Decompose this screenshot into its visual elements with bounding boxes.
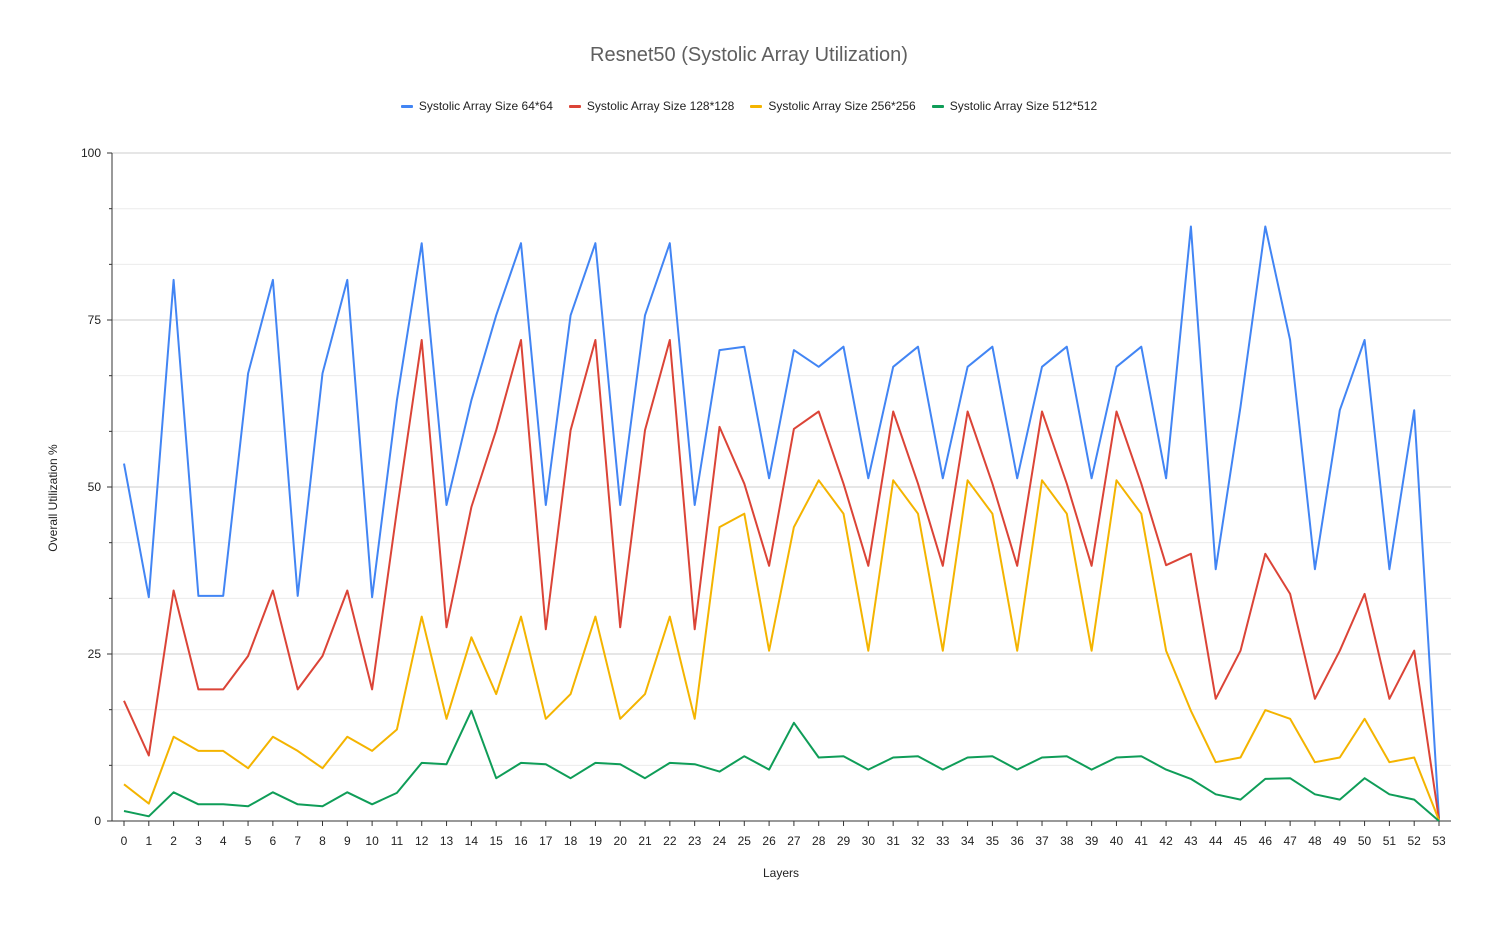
x-tick-label: 0	[121, 834, 128, 848]
x-tick-label: 30	[862, 834, 876, 848]
legend-swatch	[400, 104, 413, 108]
y-tick-label: 50	[88, 480, 102, 494]
x-tick-label: 35	[986, 834, 1000, 848]
x-tick-label: 23	[688, 834, 702, 848]
x-tick-label: 12	[415, 834, 429, 848]
x-tick-label: 16	[514, 834, 528, 848]
x-tick-label: 9	[344, 834, 351, 848]
x-tick-label: 10	[365, 834, 379, 848]
x-axis-label: Layers	[762, 866, 800, 880]
x-tick-label: 48	[1308, 834, 1322, 848]
x-tick-label: 29	[837, 834, 851, 848]
x-tick-label: 17	[539, 834, 553, 848]
legend-label: Systolic Array Size 64*64	[418, 99, 553, 113]
x-tick-label: 40	[1110, 834, 1124, 848]
x-tick-label: 42	[1159, 834, 1173, 848]
legend-swatch	[750, 104, 763, 108]
x-tick-label: 7	[294, 834, 301, 848]
x-tick-label: 41	[1135, 834, 1149, 848]
x-tick-label: 49	[1333, 834, 1347, 848]
x-tick-label: 19	[589, 834, 603, 848]
legend: Systolic Array Size 64*64 Systolic Array …	[0, 99, 1498, 113]
legend-item-2[interactable]: Systolic Array Size 256*256	[750, 99, 916, 113]
y-tick-label: 25	[88, 647, 102, 661]
y-tick-label: 75	[88, 313, 102, 327]
x-tick-label: 28	[812, 834, 826, 848]
y-tick-label: 100	[81, 146, 101, 160]
series-line-0	[123, 225, 1440, 819]
chart-title: Resnet50 (Systolic Array Utilization)	[590, 44, 908, 66]
x-tick-label: 15	[489, 834, 503, 848]
legend-label: Systolic Array Size 128*128	[586, 99, 735, 113]
x-tick-label: 21	[638, 834, 652, 848]
x-tick-label: 37	[1035, 834, 1049, 848]
x-tick-label: 50	[1358, 834, 1372, 848]
x-tick-label: 52	[1408, 834, 1422, 848]
legend-label: Systolic Array Size 512*512	[949, 99, 1098, 113]
x-tick-label: 36	[1011, 834, 1025, 848]
x-tick-label: 39	[1085, 834, 1099, 848]
x-tick-label: 27	[787, 834, 801, 848]
legend-swatch	[568, 104, 581, 108]
x-tick-label: 6	[270, 834, 277, 848]
x-tick-label: 2	[170, 834, 177, 848]
x-tick-label: 33	[936, 834, 950, 848]
legend-item-0[interactable]: Systolic Array Size 64*64	[400, 99, 553, 113]
x-tick-label: 20	[614, 834, 628, 848]
legend-label: Systolic Array Size 256*256	[768, 99, 916, 113]
legend-swatch	[931, 104, 944, 108]
x-tick-label: 1	[145, 834, 152, 848]
x-tick-label: 14	[465, 834, 479, 848]
x-tick-label: 13	[440, 834, 454, 848]
x-tick-label: 26	[762, 834, 776, 848]
x-tick-label: 47	[1283, 834, 1297, 848]
x-tick-label: 32	[911, 834, 925, 848]
x-tick-label: 31	[886, 834, 900, 848]
x-tick-label: 5	[245, 834, 252, 848]
y-tick-label: 0	[94, 814, 101, 828]
x-tick-label: 25	[738, 834, 752, 848]
legend-item-3[interactable]: Systolic Array Size 512*512	[931, 99, 1098, 113]
legend-item-1[interactable]: Systolic Array Size 128*128	[568, 99, 735, 113]
x-tick-label: 34	[961, 834, 975, 848]
x-tick-label: 11	[391, 834, 404, 848]
x-tick-label: 4	[220, 834, 227, 848]
x-tick-label: 43	[1184, 834, 1198, 848]
x-tick-label: 46	[1259, 834, 1273, 848]
x-tick-label: 18	[564, 834, 578, 848]
series-line-1	[123, 339, 1440, 820]
x-tick-label: 38	[1060, 834, 1074, 848]
x-tick-label: 44	[1209, 834, 1223, 848]
series-line-3	[123, 709, 1440, 822]
x-tick-label: 51	[1383, 834, 1397, 848]
y-axis-label: Overall Utilization %	[46, 444, 60, 552]
x-tick-label: 8	[319, 834, 326, 848]
x-tick-label: 24	[713, 834, 727, 848]
x-tick-label: 53	[1432, 834, 1446, 848]
x-tick-label: 3	[195, 834, 202, 848]
x-tick-label: 45	[1234, 834, 1248, 848]
series-line-2	[123, 479, 1440, 821]
x-tick-label: 22	[663, 834, 677, 848]
